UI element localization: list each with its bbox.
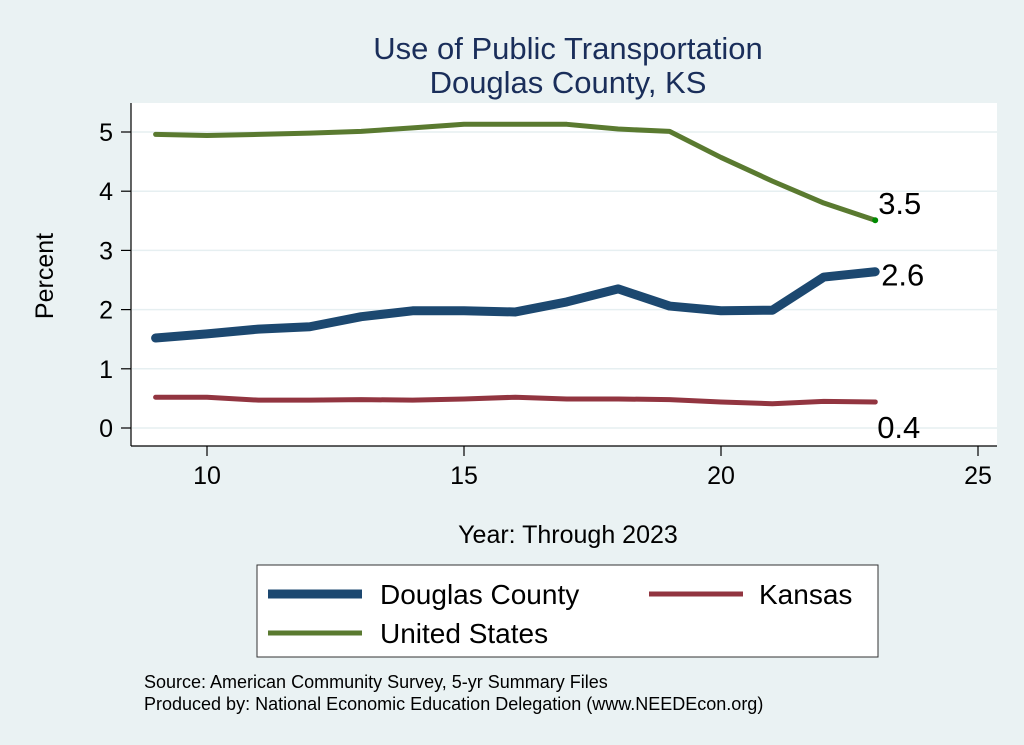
end-label-kansas: 0.4 (877, 410, 920, 445)
legend-label-douglas-county: Douglas County (380, 579, 579, 610)
series-endpoint-kansas (872, 399, 878, 405)
chart-subtitle: Douglas County, KS (430, 65, 707, 100)
source-note: Source: American Community Survey, 5-yr … (144, 672, 608, 692)
y-tick-label: 3 (99, 237, 113, 265)
x-tick-label: 15 (450, 462, 478, 490)
y-tick-label: 1 (99, 356, 113, 384)
legend: Douglas County Kansas United States (256, 564, 879, 658)
y-tick-label: 0 (99, 415, 113, 443)
y-tick-label: 2 (99, 297, 113, 325)
series-line-united-states (153, 121, 878, 223)
series-endpoint-douglas-county (872, 269, 878, 275)
legend-label-united-states: United States (380, 618, 548, 649)
x-axis-label: Year: Through 2023 (458, 521, 678, 549)
series-line-kansas (153, 394, 878, 407)
x-axis-ticks: 10 15 20 25 (193, 446, 992, 490)
x-tick-label: 25 (964, 462, 992, 490)
x-tick-label: 20 (707, 462, 735, 490)
series-layer: 0.4 2.6 3.5 (151, 121, 924, 445)
y-tick-label: 5 (99, 119, 113, 147)
legend-box (256, 564, 879, 658)
produced-by-note: Produced by: National Economic Education… (144, 694, 763, 714)
y-axis-label: Percent (31, 233, 59, 319)
series-endpoint-united-states (872, 217, 879, 224)
end-label-douglas-county: 2.6 (881, 258, 924, 293)
y-axis-ticks: 0 1 2 3 4 5 (99, 119, 131, 443)
y-tick-label: 4 (99, 178, 113, 206)
gridlines (132, 131, 997, 429)
legend-label-kansas: Kansas (759, 579, 852, 610)
x-tick-label: 10 (193, 462, 221, 490)
series-line-douglas-county (151, 267, 880, 343)
end-label-united-states: 3.5 (878, 186, 921, 221)
chart-title: Use of Public Transportation (373, 31, 762, 66)
